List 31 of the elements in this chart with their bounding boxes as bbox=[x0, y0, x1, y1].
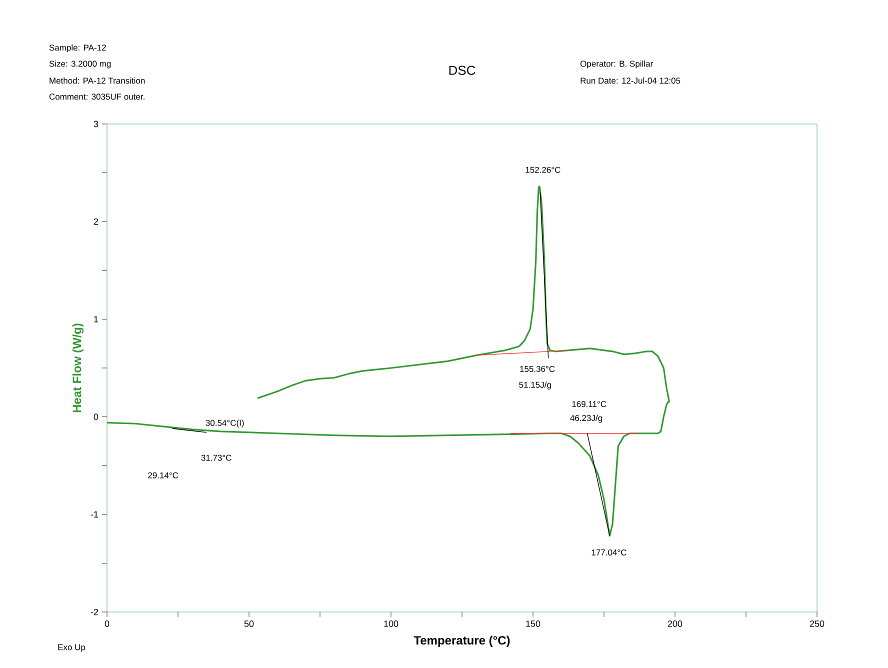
text: Operator: B. Spillar bbox=[580, 60, 653, 68]
text: Size: 3.2000 mg bbox=[49, 60, 111, 68]
x-tick-label: 0 bbox=[104, 620, 110, 627]
y-tick-label: -2 bbox=[90, 608, 98, 616]
annotation: 177.04°C bbox=[592, 549, 626, 556]
annotation: 169.11°C bbox=[572, 401, 606, 408]
annotation: 30.54°C(I) bbox=[206, 420, 244, 428]
text: Method: PA-12 Transition bbox=[50, 77, 145, 84]
x-tick-label: 250 bbox=[810, 620, 824, 627]
x-tick-label: 150 bbox=[526, 620, 540, 627]
x-tick-label: 200 bbox=[668, 620, 682, 627]
text: Comment: 3035UF outer. bbox=[49, 94, 144, 100]
annotation: 31.73°C bbox=[201, 454, 232, 461]
x-tick-label: 100 bbox=[384, 620, 398, 627]
y-tick-label: 0 bbox=[94, 414, 98, 420]
chart-title: DSC bbox=[449, 66, 476, 75]
y-tick-label: 3 bbox=[94, 120, 98, 128]
text: Run Date: 12-Jul-04 12:05 bbox=[580, 77, 680, 84]
x-axis-title: Temperature (°C) bbox=[414, 636, 510, 647]
text: Sample: PA-12 bbox=[49, 44, 106, 52]
annotation: 152.26°C bbox=[526, 166, 560, 173]
y-tick-label: -1 bbox=[90, 511, 98, 518]
annotation: 155.36°C bbox=[520, 366, 555, 372]
y-tick-label: 1 bbox=[94, 316, 98, 322]
annotation: 29.14°C bbox=[148, 472, 178, 478]
annotation: 51.15J/g bbox=[519, 382, 551, 390]
annotation: 46.23J/g bbox=[570, 414, 602, 423]
y-tick-label: 2 bbox=[94, 218, 98, 225]
x-tick-label: 50 bbox=[244, 620, 254, 627]
y-axis-title: Heat Flow (W/g) bbox=[72, 324, 84, 412]
text: Exo Up bbox=[58, 644, 86, 652]
